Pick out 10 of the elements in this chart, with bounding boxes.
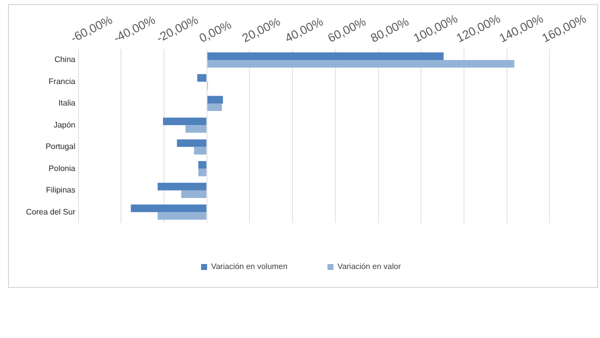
y-tick-label: Japón: [54, 120, 76, 130]
y-tick-label: Portugal: [46, 142, 76, 152]
y-tick-label: Italia: [58, 98, 76, 108]
y-tick-label: China: [54, 55, 76, 64]
y-tick-label: Corea del Sur: [26, 207, 76, 216]
y-tick-label: Francia: [48, 76, 76, 86]
y-tick-label: Filipinas: [46, 186, 76, 195]
legend-label: Variación en volumen: [211, 262, 288, 272]
legend-label: Variación en valor: [337, 262, 402, 272]
y-tick-label: Polonia: [48, 164, 76, 173]
